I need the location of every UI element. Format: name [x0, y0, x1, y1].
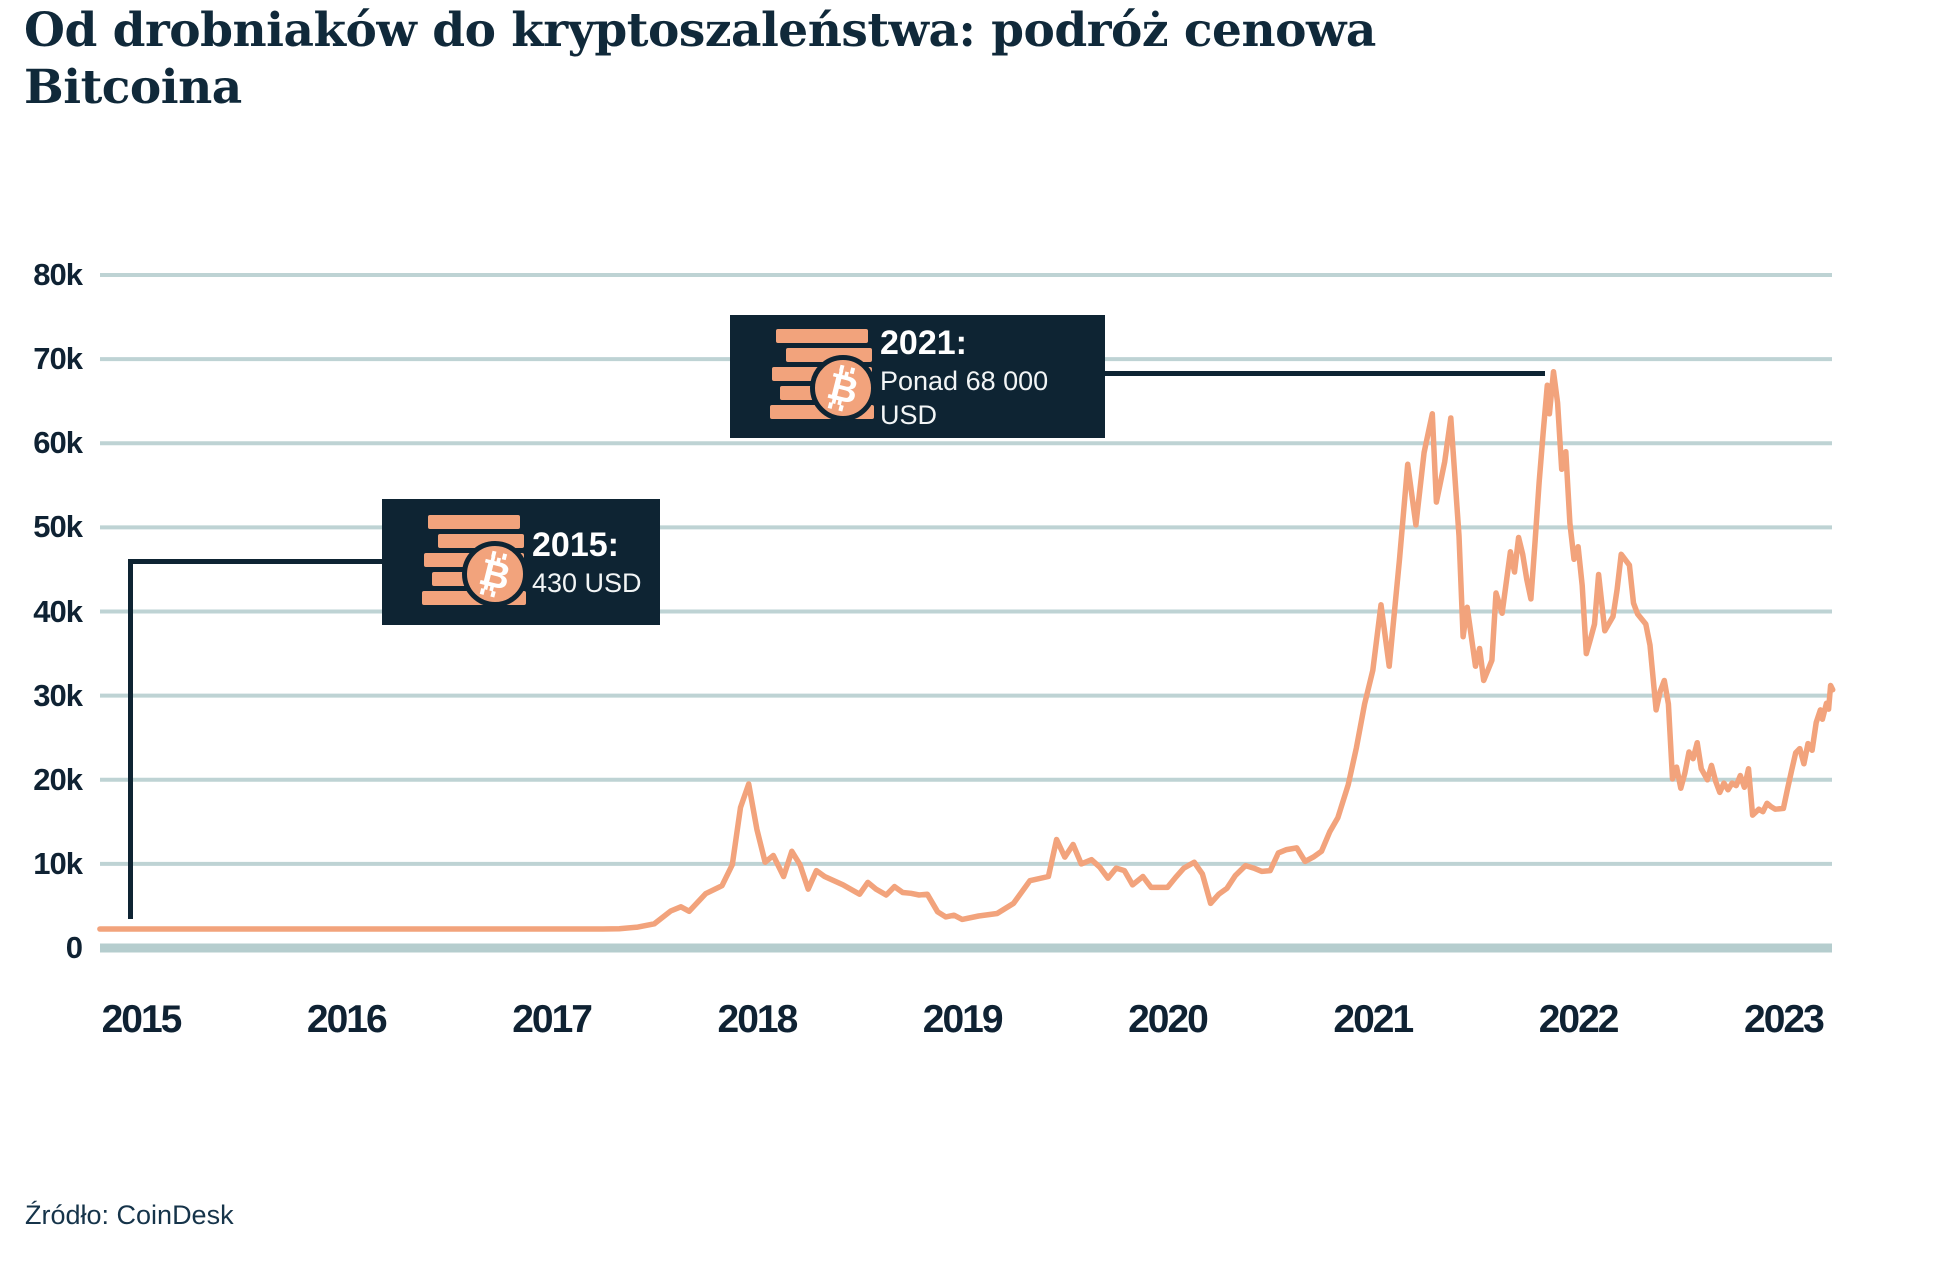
x-axis-tick-label: 2015 [101, 998, 183, 1041]
bitcoin-coin-stack-icon: ₿ [750, 315, 880, 438]
source-caption: Źródło: CoinDesk [25, 1200, 234, 1230]
annotation-2021-value: Ponad 68 000 USD [880, 365, 1049, 430]
annotation-2015-connector-vertical [128, 559, 133, 919]
bitcoin-coin-icon: ₿ [462, 541, 528, 607]
x-axis-tick-label: 2021 [1333, 998, 1414, 1041]
annotation-2015-value: 430 USD [532, 568, 642, 598]
y-axis-tick-label: 10k [33, 845, 83, 881]
annotation-2021: ₿ 2021: Ponad 68 000 USD [730, 315, 1105, 438]
y-axis-tick-label: 80k [33, 257, 83, 292]
y-axis-tick-label: 0 [65, 930, 83, 965]
page-title: Od drobniaków do kryptoszaleństwa: podró… [24, 2, 1524, 117]
y-axis-tick-label: 30k [33, 677, 83, 713]
y-axis-tick-label: 70k [33, 341, 83, 377]
annotation-2015-connector-horizontal [128, 559, 384, 564]
y-axis-tick-label: 60k [33, 425, 83, 461]
annotation-2021-year: 2021: [880, 323, 967, 362]
bitcoin-coin-stack-icon: ₿ [402, 499, 532, 625]
x-axis-tick-label: 2020 [1128, 998, 1209, 1041]
y-axis-tick-label: 40k [33, 593, 83, 629]
x-axis-tick-label: 2018 [717, 998, 799, 1041]
annotation-2015: ₿ 2015: 430 USD [382, 499, 660, 625]
bitcoin-price-line [97, 368, 1836, 932]
x-axis-tick-label: 2016 [306, 998, 388, 1041]
page-title-line2: Bitcoina [24, 60, 242, 116]
page-title-line1: Od drobniaków do kryptoszaleństwa: podró… [24, 3, 1376, 58]
annotation-2021-connector [1103, 371, 1545, 376]
x-axis-tick-label: 2022 [1538, 998, 1620, 1041]
x-axis-tick-label: 2023 [1744, 998, 1825, 1041]
y-axis-tick-label: 50k [33, 509, 83, 545]
bitcoin-symbol: ₿ [475, 549, 515, 599]
annotation-2015-year: 2015: [532, 526, 619, 564]
x-axis-tick-label: 2019 [922, 998, 1004, 1041]
y-axis-tick-label: 20k [33, 761, 83, 797]
bitcoin-coin-icon: ₿ [810, 355, 876, 421]
x-axis-tick-label: 2017 [512, 998, 593, 1041]
bitcoin-symbol: ₿ [823, 363, 863, 413]
